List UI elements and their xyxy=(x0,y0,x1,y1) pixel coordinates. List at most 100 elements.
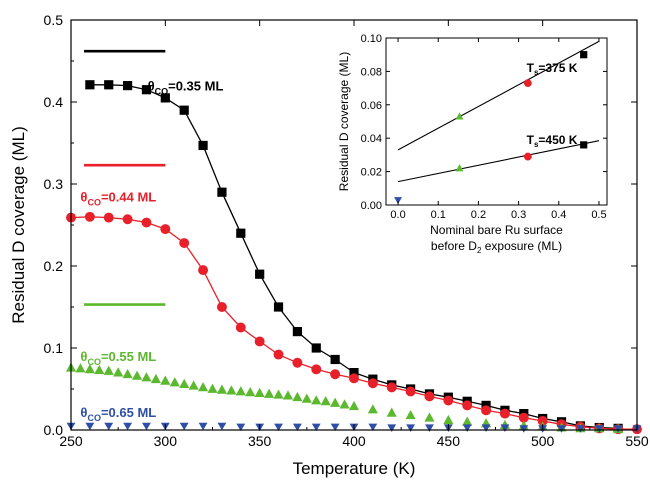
data-point xyxy=(122,214,133,225)
series-label-value: =0.35 ML xyxy=(168,79,223,94)
inset-x-axis-label-line1: Nominal bare Ru surface xyxy=(430,223,563,237)
data-point xyxy=(123,81,133,91)
data-point xyxy=(150,373,161,384)
data-point xyxy=(160,93,170,103)
series-label-value: =0.44 ML xyxy=(101,189,156,204)
data-point xyxy=(264,388,275,398)
data-point xyxy=(405,386,416,397)
data-point xyxy=(188,380,199,390)
y-tick-label: 0.0 xyxy=(44,422,64,438)
x-tick-label: 350 xyxy=(248,433,272,449)
data-point xyxy=(245,386,256,397)
data-point xyxy=(235,386,246,396)
fit-label-t: T xyxy=(527,61,535,75)
inset-x-axis-label-line2: before D2 exposure (ML) xyxy=(431,239,562,255)
data-point xyxy=(367,404,378,414)
series-label: θCO=0.55 ML xyxy=(80,349,156,367)
data-point xyxy=(179,105,189,115)
data-point xyxy=(198,140,208,151)
data-point xyxy=(113,367,124,377)
inset-x-tick-label: 0.1 xyxy=(431,209,446,221)
data-point xyxy=(481,405,492,416)
data-point xyxy=(160,224,171,235)
data-point xyxy=(274,423,283,432)
data-point xyxy=(255,269,265,279)
series-label-theta: θ xyxy=(80,405,87,420)
data-point xyxy=(198,265,209,276)
series-label-theta: θ xyxy=(148,79,155,94)
data-point xyxy=(103,365,114,375)
inset-x-label-pre: before D xyxy=(431,239,477,253)
inset-data-point xyxy=(580,51,588,59)
fit-label: Ts=375 K xyxy=(527,61,578,77)
data-point xyxy=(217,422,227,431)
x-axis-label: Temperature (K) xyxy=(293,459,416,478)
data-point xyxy=(122,368,133,379)
inset-data-point xyxy=(455,112,464,120)
inset-x-tick-label: 0.2 xyxy=(471,209,486,221)
inset-x-tick-label: 0.3 xyxy=(511,209,526,221)
fit-line xyxy=(397,40,600,151)
inset-background xyxy=(336,27,616,259)
data-point xyxy=(330,369,341,380)
inset-y-axis-label: Residual D coverage (ML) xyxy=(337,52,351,191)
data-point xyxy=(349,368,359,378)
inset-x-tick-label: 0.5 xyxy=(591,209,606,221)
data-point xyxy=(311,395,322,405)
data-point xyxy=(235,322,246,333)
data-point xyxy=(179,238,190,249)
inset-y-tick-label: 0.08 xyxy=(361,66,382,78)
inset-data-point xyxy=(523,152,532,161)
inset-data-point xyxy=(580,141,588,149)
data-point xyxy=(217,187,227,197)
data-point xyxy=(425,424,434,432)
y-tick-label: 0.5 xyxy=(44,12,64,28)
series-label: θCO=0.44 ML xyxy=(80,189,156,207)
inset-x-label-post: exposure (ML) xyxy=(481,239,562,253)
data-point xyxy=(179,422,189,431)
fit-label-value: =375 K xyxy=(538,61,577,75)
data-point xyxy=(104,80,114,90)
data-point xyxy=(386,407,397,417)
data-point xyxy=(123,422,133,431)
fit-line xyxy=(397,140,600,183)
data-point xyxy=(518,412,529,423)
series-label-sub: CO xyxy=(87,197,101,207)
x-tick-label: 250 xyxy=(59,433,83,449)
data-point xyxy=(330,354,340,365)
data-point xyxy=(236,228,246,238)
series-label-sub: CO xyxy=(87,413,101,423)
data-point xyxy=(424,391,435,402)
inset-x-tick-label: 0.4 xyxy=(551,209,566,221)
data-point xyxy=(141,217,152,228)
data-point xyxy=(348,400,360,411)
series-label-value: =0.55 ML xyxy=(101,349,156,364)
data-point xyxy=(349,373,359,384)
data-point xyxy=(330,397,341,407)
data-point xyxy=(84,364,95,374)
data-point xyxy=(141,372,152,382)
data-point xyxy=(85,422,95,431)
inset-data-point xyxy=(455,164,464,172)
data-point xyxy=(198,422,208,431)
data-point xyxy=(226,385,237,395)
x-tick-label: 400 xyxy=(342,433,366,449)
data-point xyxy=(557,425,566,433)
data-point xyxy=(405,409,416,420)
data-point xyxy=(179,378,190,388)
series-label-value: =0.65 ML xyxy=(101,405,156,420)
data-point xyxy=(282,390,294,400)
series-label-theta: θ xyxy=(80,349,87,364)
data-point xyxy=(311,423,321,432)
data-point xyxy=(273,349,284,360)
series-1: θCO=0.44 ML xyxy=(66,189,642,435)
y-tick-label: 0.3 xyxy=(44,176,64,192)
series-label-sub: CO xyxy=(87,357,101,367)
data-point xyxy=(103,212,114,223)
data-point xyxy=(406,424,416,432)
data-point xyxy=(537,416,548,426)
data-point xyxy=(613,425,623,433)
series-label: θCO=0.65 ML xyxy=(80,405,156,423)
data-point xyxy=(594,425,604,433)
